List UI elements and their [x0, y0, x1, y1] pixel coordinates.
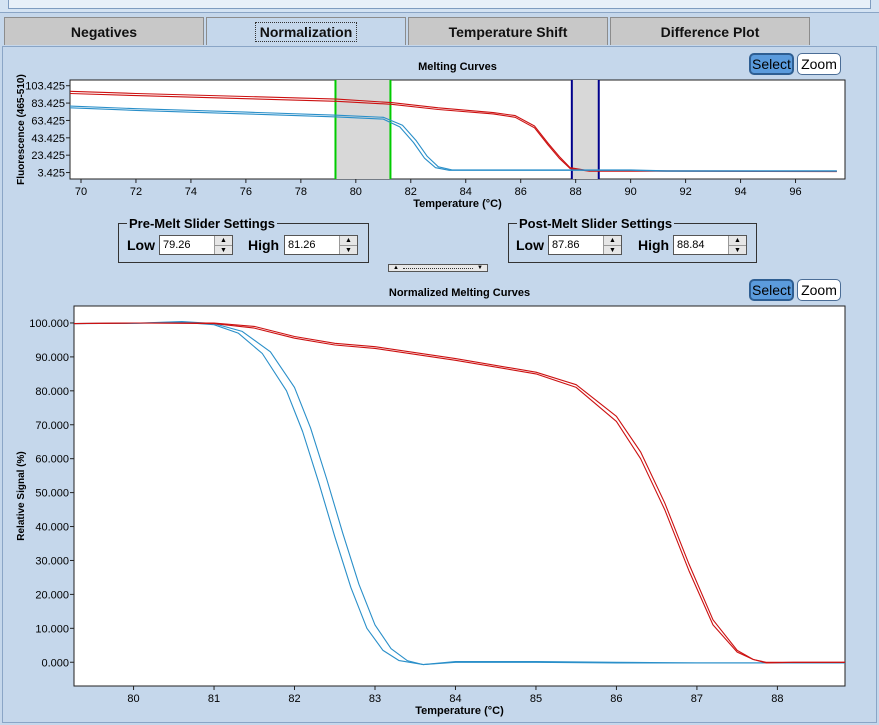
- pre-melt-low-input[interactable]: [161, 237, 215, 253]
- zoom-button-top[interactable]: Zoom: [797, 53, 841, 75]
- panel-splitter-handle[interactable]: ▲ ▼: [388, 264, 488, 272]
- pre-melt-high-spinner[interactable]: ▲ ▼: [284, 235, 358, 255]
- post-melt-high-spinner[interactable]: ▲ ▼: [673, 235, 747, 255]
- post-melt-title: Post-Melt Slider Settings: [519, 216, 673, 231]
- tab-negatives[interactable]: Negatives: [4, 17, 204, 45]
- select-button-bottom[interactable]: Select: [749, 279, 794, 301]
- zoom-button-bottom[interactable]: Zoom: [797, 279, 841, 301]
- tab-difference-plot-label: Difference Plot: [660, 23, 760, 40]
- select-button-top[interactable]: Select: [749, 53, 794, 75]
- tab-bar: Negatives Normalization Temperature Shif…: [0, 14, 879, 47]
- post-melt-high-label: High: [638, 237, 670, 253]
- tab-temperature-shift-label: Temperature Shift: [448, 23, 568, 40]
- pre-melt-low-label: Low: [127, 237, 155, 253]
- tab-normalization[interactable]: Normalization: [206, 17, 406, 45]
- tab-negatives-label: Negatives: [70, 23, 138, 40]
- pre-melt-title: Pre-Melt Slider Settings: [129, 216, 275, 231]
- post-melt-settings: Post-Melt Slider Settings: [508, 216, 757, 263]
- pre-melt-high-input[interactable]: [286, 237, 340, 253]
- pre-melt-settings: Pre-Melt Slider Settings: [118, 216, 369, 263]
- spin-up-icon[interactable]: ▲: [603, 236, 621, 245]
- tab-normalization-label: Normalization: [254, 21, 358, 42]
- triangle-up-icon: ▲: [393, 265, 399, 271]
- post-melt-low-spinner[interactable]: ▲ ▼: [548, 235, 622, 255]
- post-melt-high-input[interactable]: [675, 237, 729, 253]
- normalization-panel: [2, 46, 877, 723]
- top-strip: [0, 0, 879, 13]
- spin-up-icon[interactable]: ▲: [214, 236, 232, 245]
- post-melt-low-label: Low: [516, 237, 544, 253]
- pre-melt-low-spinner[interactable]: ▲ ▼: [159, 235, 233, 255]
- top-frame: [8, 0, 871, 9]
- post-melt-low-input[interactable]: [550, 237, 604, 253]
- spin-up-icon[interactable]: ▲: [339, 236, 357, 245]
- spin-down-icon[interactable]: ▼: [728, 245, 746, 254]
- triangle-down-icon: ▼: [477, 265, 483, 271]
- pre-melt-high-label: High: [248, 237, 280, 253]
- spin-up-icon[interactable]: ▲: [728, 236, 746, 245]
- tab-temperature-shift[interactable]: Temperature Shift: [408, 17, 608, 45]
- spin-down-icon[interactable]: ▼: [603, 245, 621, 254]
- spin-down-icon[interactable]: ▼: [339, 245, 357, 254]
- grip-dots: [403, 268, 473, 269]
- tab-difference-plot[interactable]: Difference Plot: [610, 17, 810, 45]
- spin-down-icon[interactable]: ▼: [214, 245, 232, 254]
